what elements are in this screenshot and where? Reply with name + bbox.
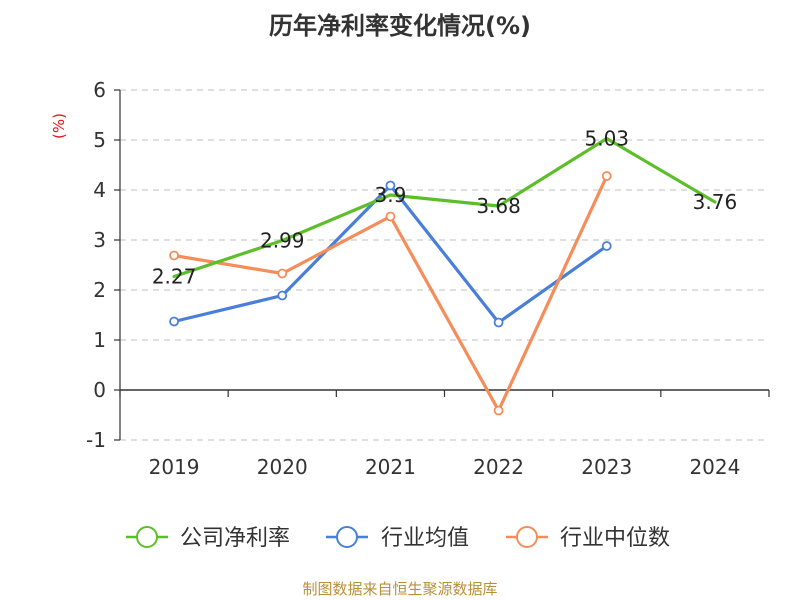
x-tick-label: 2019 — [149, 455, 200, 479]
y-tick-label: -1 — [86, 428, 106, 452]
series-marker-3 — [385, 211, 396, 222]
series-layer — [169, 136, 717, 416]
data-label-layer: 2.27 2.99 3.9 3.68 5.03 3.76 — [152, 127, 737, 289]
data-label: 2.27 — [152, 265, 197, 289]
legend-label-2: 行业均值 — [381, 526, 469, 551]
series-marker-3 — [169, 250, 179, 261]
series-marker-3 — [277, 268, 288, 279]
series-line-1 — [172, 136, 717, 279]
series-marker-2 — [169, 316, 179, 327]
y-tick-label: 0 — [93, 378, 106, 402]
data-label: 3.68 — [476, 194, 521, 218]
series-marker-2 — [385, 180, 396, 191]
legend-label-3: 行业中位数 — [560, 526, 670, 551]
axis-layer: -1 0 1 2 3 4 5 6 2019 2020 2021 2022 2023 2024 — [86, 78, 770, 479]
legend-marker-2 — [336, 526, 358, 548]
x-tick-label: 2022 — [473, 455, 524, 479]
series-marker-2 — [493, 317, 504, 328]
data-label: 5.03 — [584, 127, 629, 151]
x-tick-label: 2020 — [257, 455, 308, 479]
data-label: 2.99 — [260, 229, 305, 253]
series-marker-2 — [277, 290, 288, 301]
series-marker-3 — [493, 405, 504, 416]
x-tick-label: 2024 — [689, 455, 740, 479]
data-label: 3.76 — [693, 190, 738, 214]
grid-layer — [120, 89, 769, 441]
x-tick-label: 2023 — [581, 455, 632, 479]
data-label: 3.9 — [375, 183, 407, 207]
x-tick-label: 2021 — [365, 455, 416, 479]
y-axis-unit-label: (%) — [50, 113, 68, 139]
legend-label-1: 公司净利率 — [180, 526, 290, 551]
y-tick-label: 4 — [93, 178, 106, 202]
y-tick-label: 3 — [93, 228, 106, 252]
y-tick-label: 6 — [93, 78, 106, 102]
y-tick-label: 1 — [93, 328, 106, 352]
series-marker-2 — [601, 241, 612, 251]
series-marker-3 — [601, 171, 612, 181]
y-tick-label: 5 — [93, 128, 106, 152]
source-note: 制图数据来自恒生聚源数据库 — [302, 580, 497, 598]
legend: 公司净利率 行业均值 行业中位数 — [126, 526, 670, 551]
y-tick-label: 2 — [93, 278, 106, 302]
chart-title: 历年净利率变化情况(%) — [269, 12, 531, 40]
legend-marker-1 — [136, 526, 158, 548]
legend-marker-3 — [516, 526, 538, 548]
